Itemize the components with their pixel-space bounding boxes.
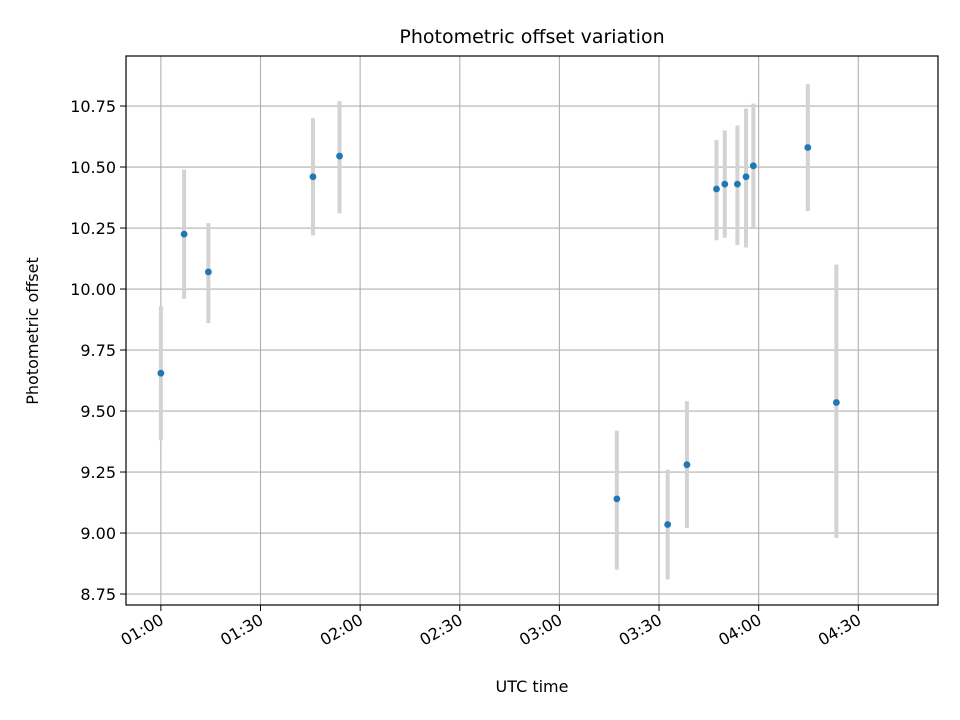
y-tick-label: 9.50: [80, 402, 116, 421]
y-axis-ticks: 8.75 9.00 9.25 9.50 9.75 10.00 10.25 10.50 10.75: [70, 97, 126, 604]
y-tick-label: 10.75: [70, 97, 116, 116]
data-point: [664, 521, 672, 528]
data-point: [749, 162, 757, 170]
data-point: [721, 180, 729, 188]
y-tick-label: 10.00: [70, 280, 116, 299]
data-point: [804, 144, 812, 151]
data-point: [613, 495, 621, 503]
y-tick-label: 9.25: [80, 463, 116, 482]
y-tick-label: 10.50: [70, 158, 116, 177]
data-point: [204, 268, 212, 276]
data-point: [180, 230, 188, 238]
data-point: [336, 152, 343, 160]
data-point: [157, 369, 165, 377]
data-point: [742, 173, 750, 181]
y-axis-label: Photometric offset: [23, 257, 42, 405]
y-tick-label: 9.75: [80, 341, 116, 360]
data-point: [713, 185, 720, 193]
data-point: [683, 461, 691, 469]
chart-title: Photometric offset variation: [399, 26, 664, 48]
x-axis-label: UTC time: [496, 677, 569, 696]
data-points: [157, 144, 840, 528]
grid-lines: [126, 56, 938, 605]
y-tick-label: 8.75: [80, 585, 116, 604]
data-point: [734, 180, 741, 188]
y-tick-label: 10.25: [70, 219, 116, 238]
data-point: [309, 173, 317, 181]
data-point: [832, 399, 840, 406]
plot-frame: [125, 55, 939, 606]
y-tick-label: 9.00: [80, 524, 116, 543]
